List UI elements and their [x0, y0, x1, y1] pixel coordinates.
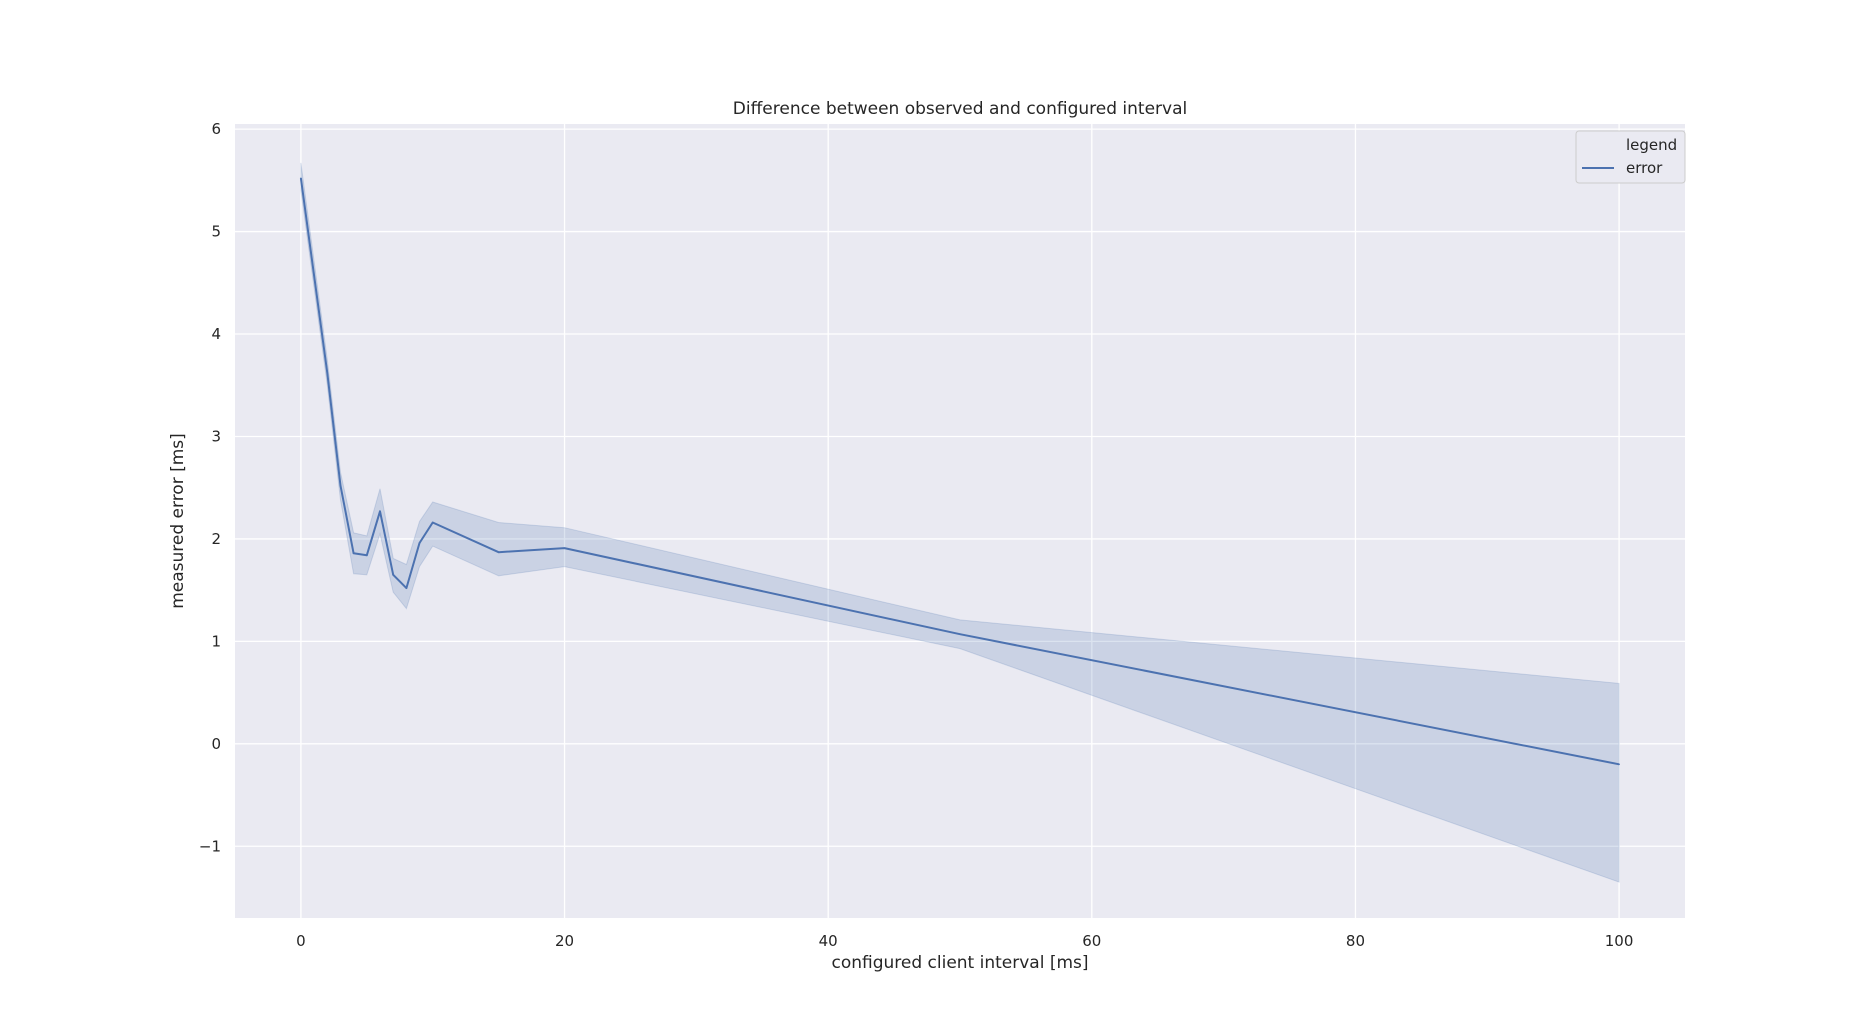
chart-title: Difference between observed and configur… — [733, 99, 1187, 119]
data-point — [1618, 763, 1620, 766]
data-point — [959, 633, 961, 636]
data-point — [497, 551, 500, 554]
x-tick-label: 80 — [1346, 932, 1365, 950]
series-line-error — [299, 178, 1620, 766]
data-point — [405, 587, 408, 589]
data-point — [300, 177, 302, 180]
y-tick-label: 2 — [211, 530, 221, 548]
data-point — [379, 510, 381, 513]
y-tick-label: 6 — [211, 120, 221, 138]
legend: legend error — [1575, 130, 1686, 184]
confidence-band — [300, 162, 1620, 883]
data-point — [563, 547, 566, 549]
data-point — [326, 372, 329, 374]
plot-area — [235, 124, 1685, 918]
y-tick-label: 4 — [211, 325, 221, 343]
x-tick-label: 100 — [1605, 932, 1634, 950]
x-axis-label: configured client interval [ms] — [831, 953, 1088, 973]
y-tick-label: −1 — [199, 837, 221, 855]
series-layer — [299, 162, 1620, 883]
y-tick-label: 0 — [211, 735, 221, 753]
legend-label-error: error — [1626, 159, 1663, 177]
y-axis-label: measured error [ms] — [168, 433, 188, 609]
y-tick-label: 5 — [211, 223, 221, 241]
data-point — [431, 521, 434, 524]
data-point — [339, 484, 342, 487]
data-point — [418, 542, 421, 544]
tick-labels: 0 20 40 60 80 100 −1 0 1 2 3 4 5 6 — [199, 120, 1634, 950]
legend-title: legend — [1626, 136, 1677, 154]
y-tick-label: 3 — [211, 427, 221, 445]
y-tick-label: 1 — [211, 632, 221, 650]
x-tick-label: 40 — [819, 932, 838, 950]
x-tick-label: 0 — [296, 932, 306, 950]
x-tick-label: 60 — [1082, 932, 1101, 950]
grid-lines — [235, 124, 1685, 918]
data-point — [392, 573, 394, 576]
data-point — [352, 552, 355, 555]
x-tick-label: 20 — [555, 932, 574, 950]
data-point — [366, 554, 368, 557]
legend-box — [1575, 130, 1686, 184]
